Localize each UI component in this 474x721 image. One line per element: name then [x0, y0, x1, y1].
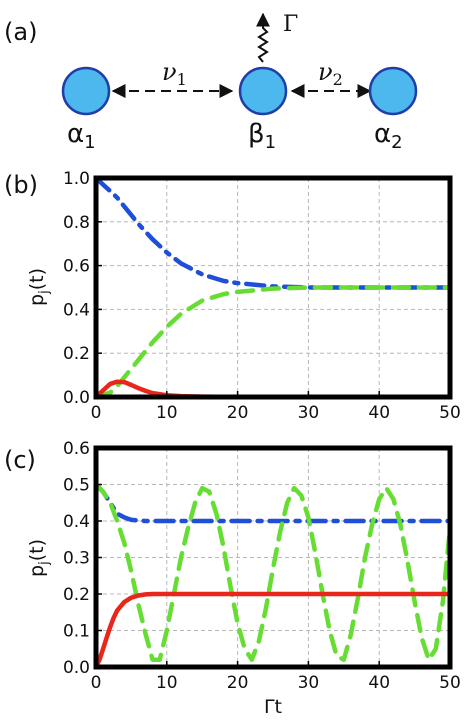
node-label-alpha-2: α2 [374, 119, 403, 153]
x-tick-label: 20 [227, 403, 249, 423]
chart-panel-c: (c) 0 10 20 30 40 50 0.0 0.1 0.2 0.3 0.4 0.5 0.6 pj(t)… [4, 439, 461, 718]
series-line-0 [93, 482, 453, 524]
decay-arrow [256, 12, 270, 63]
node-alpha-1 [61, 66, 111, 116]
y-axis-label: pj(t) [26, 268, 52, 306]
node-label-beta-1: β1 [248, 119, 276, 153]
y-axis-label: pj(t) [26, 539, 52, 577]
series-line-1 [93, 285, 453, 400]
coupling-label-2: ν2 [318, 58, 343, 89]
diagram-panel: (a) Γ ν1 ν2 α1 β1 α2 [4, 12, 418, 153]
y-tick-label: 0.4 [63, 300, 90, 320]
y-axis-label-base: p [26, 565, 48, 577]
node-beta-1 [238, 66, 288, 116]
x-tick-label: 10 [156, 673, 178, 693]
y-tick-label: 1.0 [63, 169, 90, 189]
series-line-1 [93, 482, 453, 662]
y-tick-label: 0.2 [63, 585, 90, 605]
node-alpha-2 [368, 66, 418, 116]
y-axis-label-suffix: (t) [26, 539, 48, 561]
x-tick-label: 30 [298, 403, 320, 423]
x-tick-label: 20 [227, 673, 249, 693]
x-tick-label: 10 [156, 403, 178, 423]
y-axis-label-base: p [26, 294, 48, 306]
chart-panel-b: (b) 0 10 20 30 40 50 0.0 0.2 0.4 0.6 0.8 1.0 pj(t) [4, 169, 461, 423]
y-tick-label: 0.4 [63, 512, 90, 532]
y-tick-label: 0.6 [63, 257, 90, 277]
x-tick-label: 0 [91, 673, 102, 693]
y-tick-label: 0.6 [63, 439, 90, 459]
x-tick-label: 40 [368, 673, 390, 693]
y-tick-label: 0.1 [63, 622, 90, 642]
x-tick-label: 50 [439, 403, 461, 423]
node-label-alpha-1: α1 [67, 119, 96, 153]
y-axis-label-sub: j [37, 561, 52, 566]
y-tick-label: 0.8 [63, 213, 90, 233]
x-axis-label: Γt [264, 696, 282, 718]
y-tick-label: 0.0 [63, 658, 90, 678]
y-axis-label-sub: j [37, 290, 52, 295]
y-tick-label: 0.2 [63, 344, 90, 364]
y-tick-label: 0.0 [63, 388, 90, 408]
decay-label: Γ [283, 12, 298, 37]
panel-label: (b) [4, 171, 38, 199]
coupling-label-1: ν1 [162, 58, 187, 89]
panel-label: (c) [4, 446, 36, 474]
series-line-2 [93, 591, 453, 670]
plot-frame [93, 175, 453, 400]
y-tick-label: 0.5 [63, 476, 90, 496]
x-tick-label: 30 [298, 673, 320, 693]
series-line-0 [93, 175, 453, 290]
x-tick-label: 40 [368, 403, 390, 423]
panel-label-a: (a) [4, 18, 37, 46]
x-tick-label: 50 [439, 673, 461, 693]
x-tick-label: 0 [91, 403, 102, 423]
y-axis-label-suffix: (t) [26, 268, 48, 290]
y-tick-label: 0.3 [63, 549, 90, 569]
